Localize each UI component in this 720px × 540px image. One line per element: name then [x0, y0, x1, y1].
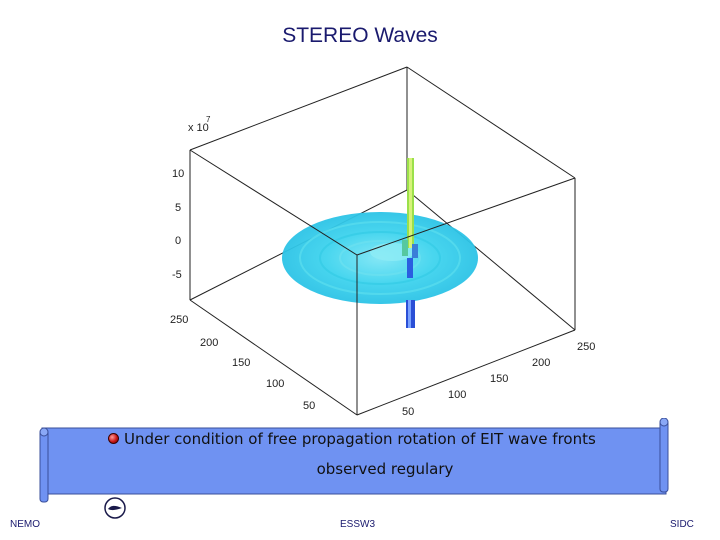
x-tick: 50 — [402, 406, 414, 418]
z-tick: -5 — [172, 269, 182, 281]
bullet-item: Under condition of free propagation rota… — [108, 430, 688, 448]
footer-left: NEMO — [10, 519, 40, 530]
y-axis-ticks: 250 200 150 100 50 — [170, 314, 315, 412]
axis-box-front — [189, 149, 576, 416]
z-axis-ticks: 10 5 0 -5 x 10 7 — [172, 115, 211, 281]
y-tick: 150 — [232, 357, 250, 369]
text-banner — [39, 418, 669, 503]
y-tick: 50 — [303, 400, 315, 412]
y-tick: 200 — [200, 337, 218, 349]
central-dip — [406, 300, 415, 328]
y-tick: 100 — [266, 378, 284, 390]
footer-right: SIDC — [670, 519, 694, 530]
bullet-text-continued: observed regulary — [316, 460, 454, 478]
x-tick: 100 — [448, 389, 466, 401]
central-spike — [402, 158, 418, 278]
x-axis-ticks: 250 200 150 100 50 — [402, 341, 595, 418]
footer-center: ESSW3 — [340, 519, 376, 530]
z-tick: 0 — [175, 235, 181, 247]
bullet-icon — [108, 433, 119, 444]
x-tick: 200 — [532, 357, 550, 369]
surface-disc — [282, 212, 478, 304]
z-axis-exponent: 7 — [206, 115, 211, 124]
z-axis-multiplier: x 10 — [188, 122, 209, 134]
y-tick: 250 — [170, 314, 188, 326]
x-tick: 150 — [490, 373, 508, 385]
x-tick: 250 — [577, 341, 595, 353]
slide-title: STEREO Waves — [282, 24, 438, 47]
z-tick: 5 — [175, 202, 181, 214]
z-tick: 10 — [172, 168, 184, 180]
sidc-logo-icon — [104, 497, 126, 519]
bullet-text: Under condition of free propagation rota… — [124, 430, 596, 448]
